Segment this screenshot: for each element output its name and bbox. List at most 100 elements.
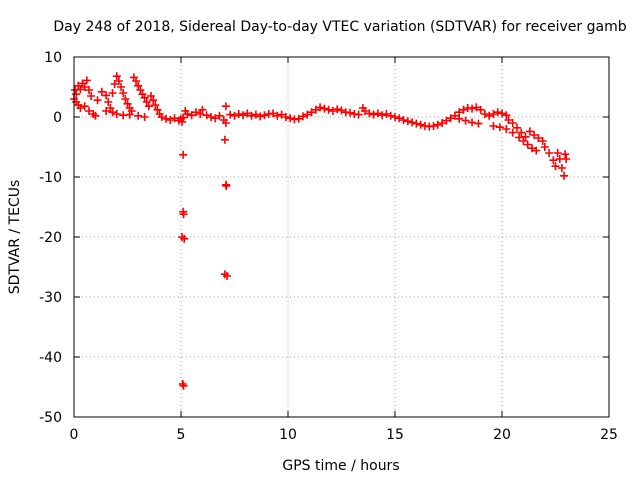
data-point	[104, 98, 113, 106]
data-point	[438, 119, 447, 127]
data-point	[215, 111, 224, 120]
data-point	[551, 162, 560, 171]
data-point	[416, 120, 425, 129]
x-tick-label: 20	[493, 427, 511, 443]
data-point	[198, 105, 207, 114]
data-point	[498, 109, 506, 118]
data-point	[333, 105, 342, 114]
data-point	[525, 127, 534, 136]
data-point	[281, 113, 290, 121]
data-point	[519, 137, 528, 145]
data-point	[502, 125, 511, 133]
data-point	[433, 120, 442, 129]
data-point	[180, 234, 189, 243]
data-point	[256, 112, 265, 121]
data-point	[112, 72, 121, 81]
tick-labels: 0 5 10 15 20 25 10 0 -10 -20 -30 -40 -50	[39, 50, 618, 443]
data-point	[223, 272, 232, 280]
data-point	[102, 91, 111, 100]
data-point	[489, 110, 498, 118]
data-point	[523, 140, 532, 149]
data-point	[142, 98, 151, 106]
data-point	[179, 210, 188, 219]
data-point	[553, 149, 562, 157]
data-point	[307, 108, 316, 117]
data-point	[361, 107, 370, 115]
data-point	[455, 114, 464, 123]
data-point	[534, 134, 543, 142]
data-point	[504, 116, 513, 124]
data-point	[485, 111, 494, 120]
data-point	[183, 110, 192, 118]
data-point	[328, 107, 337, 115]
data-point	[545, 149, 554, 157]
y-tick-label: -40	[39, 350, 62, 366]
data-point	[87, 92, 96, 100]
data-point	[512, 123, 521, 132]
data-point	[166, 116, 175, 124]
data-point	[316, 103, 325, 112]
data-point	[403, 117, 412, 126]
data-point	[220, 135, 229, 144]
data-point	[149, 96, 158, 105]
data-point	[110, 80, 119, 88]
data-point	[373, 109, 382, 118]
data-point	[508, 128, 517, 137]
data-point	[196, 110, 205, 118]
data-point	[493, 108, 502, 117]
data-point	[117, 83, 126, 91]
data-point	[391, 113, 399, 121]
y-tick-label: -10	[39, 170, 62, 186]
data-point	[147, 92, 156, 100]
data-point	[517, 128, 526, 137]
data-point	[97, 87, 106, 96]
data-point	[273, 111, 282, 120]
data-point	[378, 111, 387, 120]
data-point	[461, 116, 470, 125]
y-tick-label: -20	[39, 230, 62, 246]
data-point	[365, 109, 374, 118]
data-point	[286, 114, 295, 123]
data-point	[472, 103, 481, 112]
data-point	[206, 113, 215, 121]
data-point	[151, 101, 160, 109]
data-point	[178, 117, 187, 126]
data-point	[140, 113, 149, 121]
data-point	[446, 114, 455, 123]
data-point	[76, 104, 85, 112]
data-point	[489, 122, 498, 130]
data-point	[476, 105, 485, 114]
data-point	[178, 380, 187, 388]
data-point	[562, 155, 571, 163]
data-point	[294, 114, 303, 123]
data-point	[112, 110, 121, 118]
data-point	[211, 114, 220, 123]
x-tick-label: 0	[70, 427, 79, 443]
data-point	[84, 86, 93, 94]
x-axis-label: GPS time / hours	[282, 458, 399, 474]
data-point	[395, 114, 404, 123]
data-point	[72, 90, 81, 99]
data-point	[121, 95, 130, 103]
data-point	[530, 131, 539, 139]
data-point	[179, 113, 188, 122]
data-point	[162, 114, 171, 123]
data-point	[123, 99, 132, 108]
data-point	[540, 143, 549, 151]
data-point	[408, 118, 417, 127]
data-point	[324, 105, 333, 114]
data-point	[239, 111, 248, 120]
data-points	[70, 72, 571, 390]
data-point	[76, 85, 85, 94]
data-point	[191, 108, 200, 117]
data-point	[132, 77, 141, 85]
data-point	[136, 86, 145, 94]
data-point	[102, 107, 111, 115]
data-point	[222, 182, 231, 190]
data-point	[80, 83, 89, 91]
data-point	[251, 110, 260, 119]
y-tick-label: -50	[39, 410, 62, 426]
data-point	[202, 111, 211, 120]
data-point	[515, 133, 524, 142]
data-point	[187, 111, 196, 120]
